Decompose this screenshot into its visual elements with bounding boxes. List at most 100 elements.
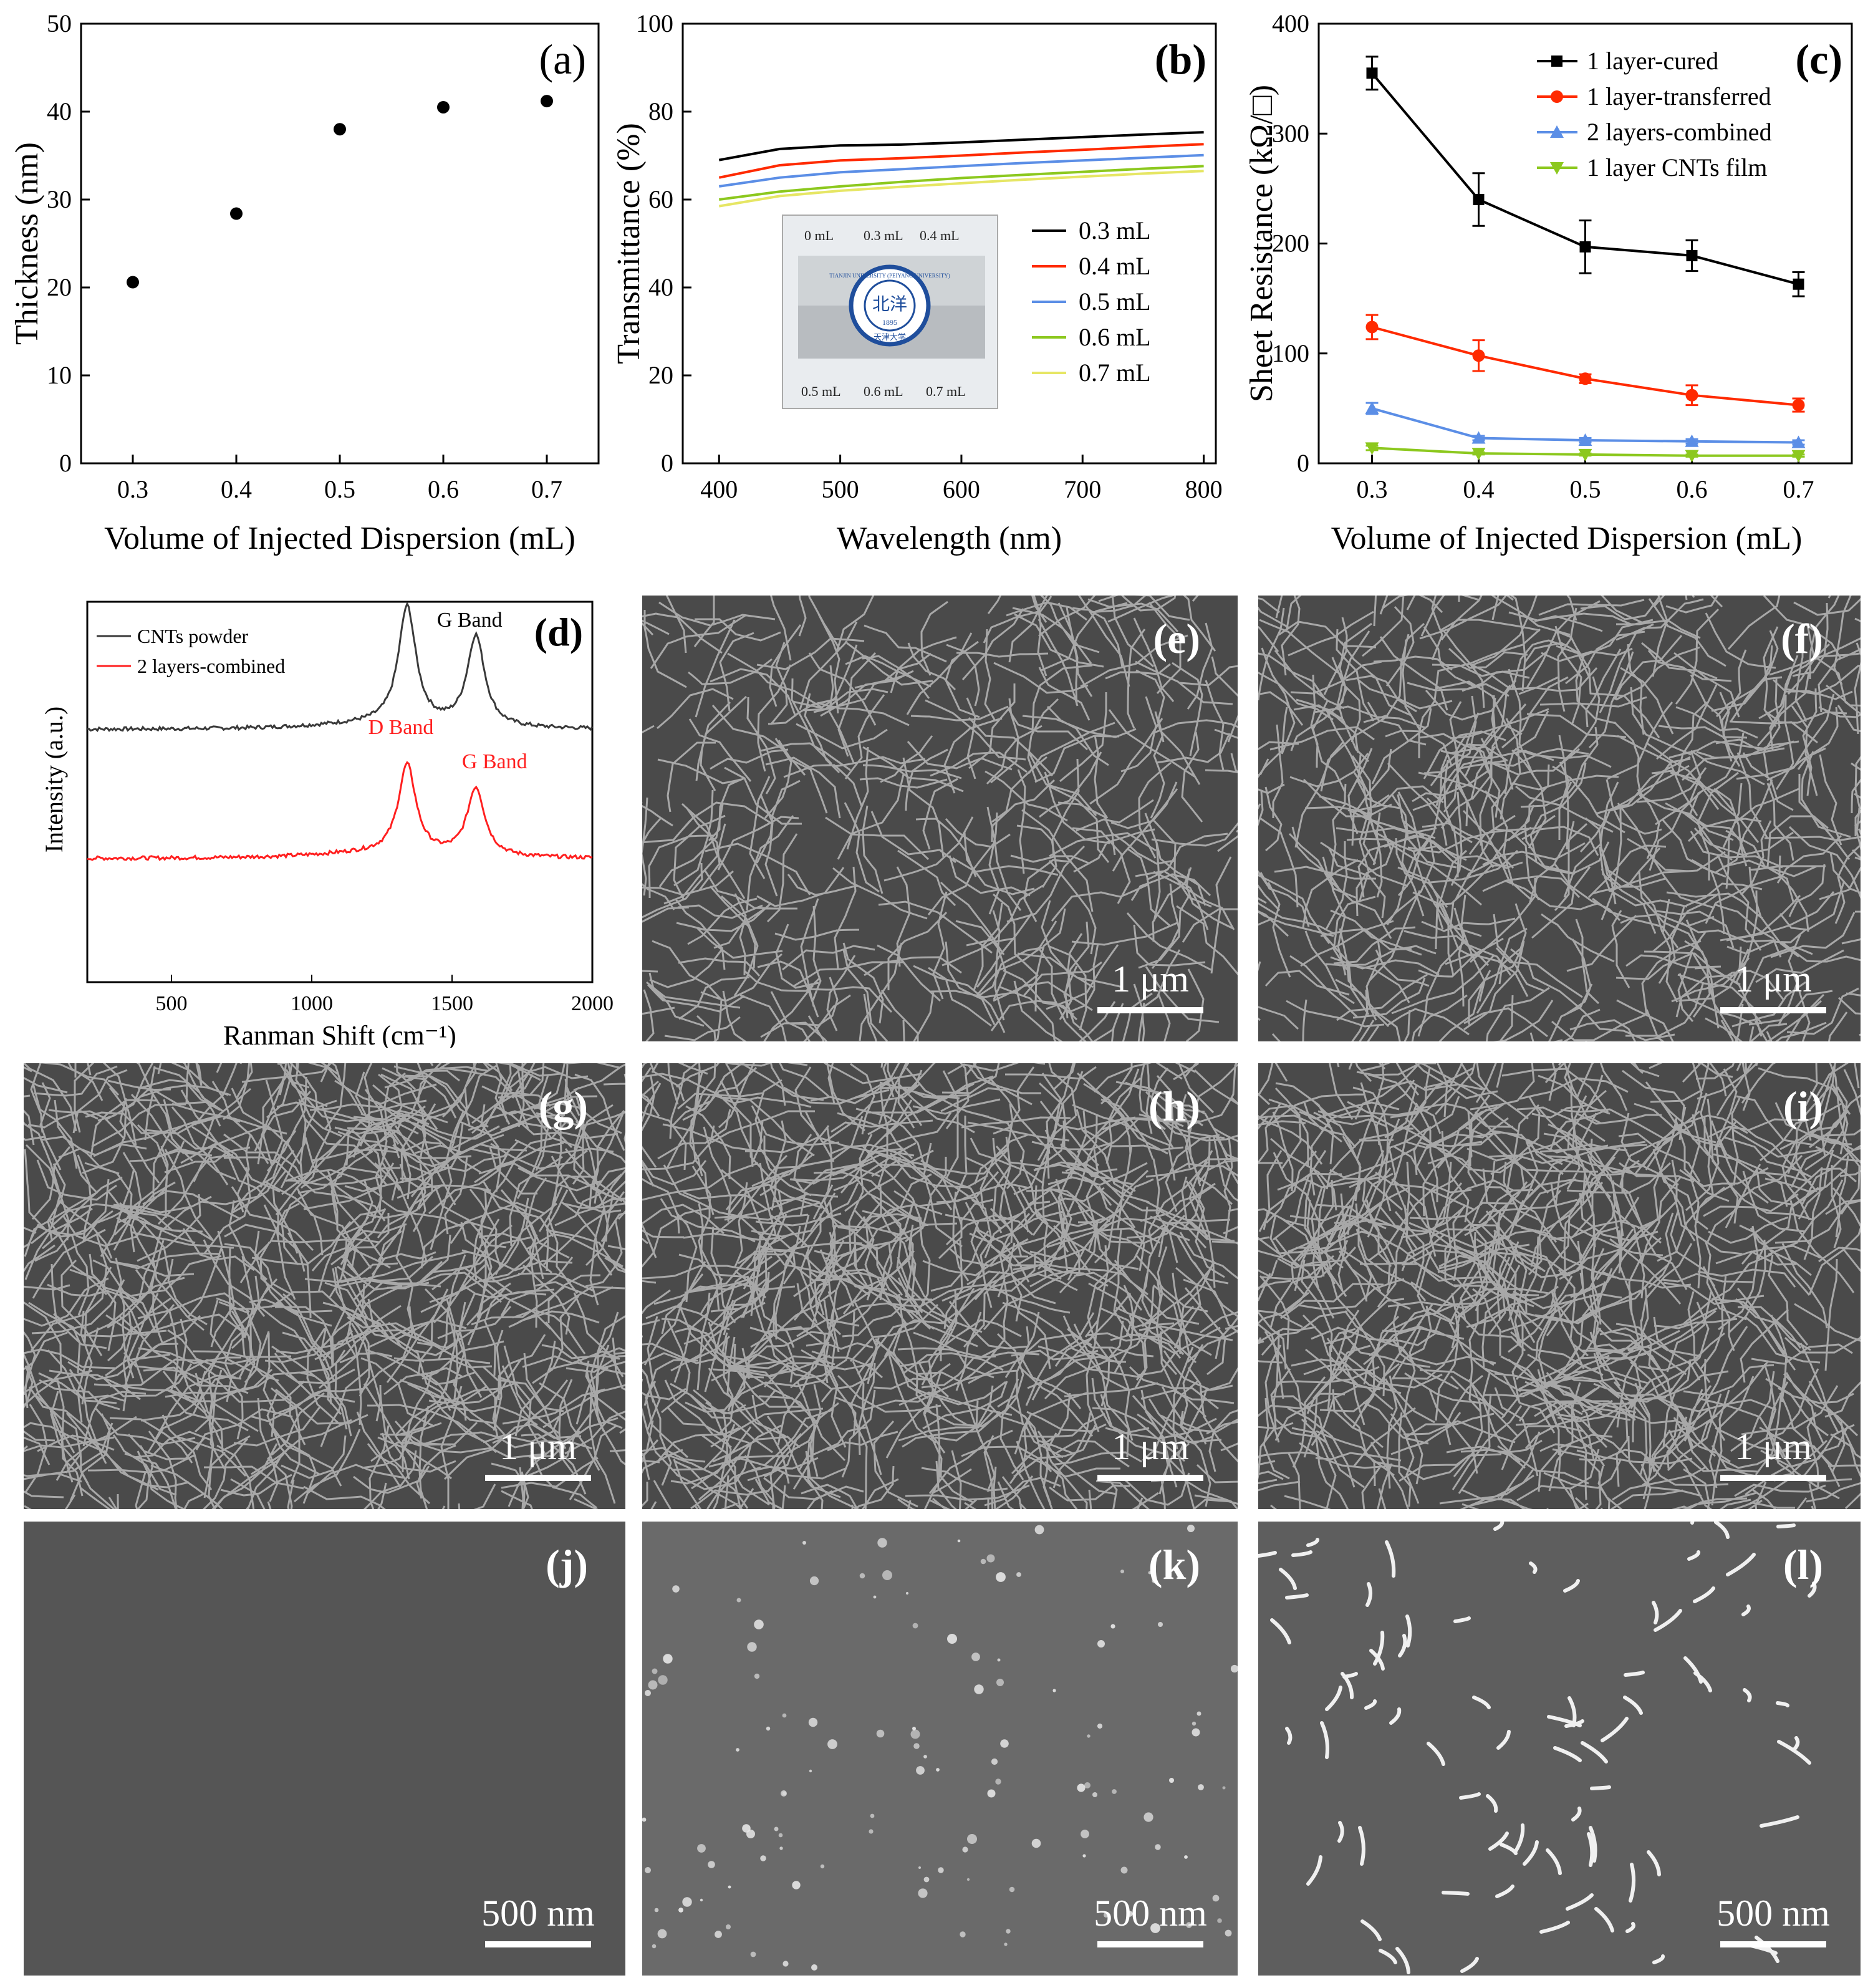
chart-d-ylabel: Intensity (a.u.): [40, 707, 68, 852]
sem-speck: [995, 1778, 1001, 1785]
chart-b-series-line: [718, 131, 1204, 162]
sem-speck: [923, 1755, 927, 1759]
chart-c-point: [1473, 194, 1485, 205]
chart-c-ytick-label: 400: [1272, 9, 1309, 37]
chart-b-ytick-label: 40: [648, 273, 673, 301]
sem-speck: [938, 1867, 944, 1873]
chart-a-xtick-label: 0.7: [531, 475, 562, 503]
chart-d-frame: [86, 601, 594, 983]
scale-bar: [1720, 1941, 1826, 1947]
chart-b-ytick-label: 0: [661, 449, 673, 477]
sem-speck: [1112, 1789, 1117, 1794]
chart-a-xtick-label: 0.6: [428, 475, 459, 503]
sem-speck: [1000, 1739, 1009, 1748]
sem-image-f: (f) 1 μm: [1258, 596, 1861, 1041]
inset-bottom-label-2: 0.6 mL: [864, 384, 903, 399]
sem-speck: [859, 1573, 865, 1579]
chart-a-panel-label: (a): [539, 36, 586, 83]
sem-speck: [1082, 1854, 1086, 1858]
sem-fiber-network: [642, 596, 1238, 1041]
sem-rods: [1258, 1522, 1817, 1974]
chart-b-xtick-label: 500: [822, 475, 859, 503]
sem-speck: [987, 1789, 996, 1798]
sem-panel-label: (i): [1783, 1083, 1823, 1130]
sem-image-l: (l) 500 nm: [1258, 1522, 1861, 1976]
sem-speck: [913, 1743, 920, 1749]
sem-panel-label: (l): [1783, 1541, 1823, 1588]
sem-speck: [766, 1726, 771, 1731]
chart-c-point: [1578, 448, 1592, 461]
sem-speck: [1198, 1784, 1204, 1790]
chart-d-band-annotation: G Band: [462, 750, 527, 773]
sem-image-g: (g) 1 μm: [24, 1063, 625, 1509]
chart-b-frame: [681, 22, 1217, 465]
sem-panel-label: (k): [1148, 1541, 1200, 1588]
sem-speck: [654, 1908, 659, 1913]
chart-b-series-line: [719, 165, 1204, 201]
sem-speck: [910, 1729, 920, 1739]
chart-a-ytick-label: 50: [47, 9, 72, 37]
chart-a-point: [230, 207, 243, 220]
sem-speck: [811, 1964, 817, 1971]
sem-speck: [774, 1826, 779, 1831]
sem-speck: [882, 1570, 892, 1580]
sem-speck: [1192, 1728, 1200, 1737]
sem-speck: [754, 1619, 764, 1629]
sem-speck: [1092, 1792, 1097, 1797]
sem-speck: [809, 1576, 819, 1586]
chart-c-point: [1791, 450, 1806, 463]
sem-speck: [697, 1844, 706, 1853]
scale-bar: [485, 1475, 591, 1481]
chart-a-ytick-label: 10: [47, 361, 72, 389]
chart-b-legend-label: 0.6 mL: [1079, 323, 1151, 351]
chart-c-xtick-label: 0.5: [1570, 475, 1601, 503]
sem-speck: [936, 1768, 940, 1772]
sem-speck: [1120, 1570, 1124, 1573]
sem-speck: [792, 1881, 801, 1889]
scale-bar: [1097, 1475, 1203, 1481]
chart-b-xtick-label: 600: [943, 475, 980, 503]
sem-speck: [808, 1717, 818, 1727]
chart-c-legend-label: 2 layers-combined: [1587, 118, 1772, 146]
scale-bar: [1720, 1475, 1826, 1481]
chart-d-legend-label: CNTs powder: [137, 625, 249, 647]
chart-c-series-line: [1371, 326, 1799, 407]
chart-b-legend-label: 0.7 mL: [1079, 359, 1151, 387]
scale-bar-label: 500 nm: [1717, 1893, 1830, 1934]
sem-fiber-network: [642, 1063, 1238, 1509]
inset-bottom-label-3: 0.7 mL: [926, 384, 966, 399]
sem-speck: [873, 1595, 877, 1599]
chart-c-ytick-label: 0: [1297, 449, 1309, 477]
scale-bar-label: 1 μm: [1735, 1426, 1812, 1467]
sem-speck: [715, 1931, 722, 1938]
chart-a-ytick-label: 20: [47, 273, 72, 301]
sem-speck: [1097, 1723, 1103, 1729]
chart-b-ytick-label: 60: [648, 185, 673, 213]
sem-image-i: (i) 1 μm: [1258, 1063, 1861, 1509]
sem-speck: [820, 1864, 825, 1869]
sem-speck: [1158, 1622, 1163, 1627]
chart-a-xtick-label: 0.5: [324, 475, 355, 503]
chart-c-point: [1685, 450, 1699, 463]
chart-c-point: [1472, 349, 1485, 362]
chart-d-xtick-label: 1500: [431, 992, 473, 1015]
sem-speck: [1197, 1711, 1201, 1716]
inset-top-label-3: 0.4 mL: [920, 228, 960, 243]
chart-a: 0.3 0.4 0.5 0.6 0.7 0 10 20 30 40 50 Volume of Inje…: [9, 9, 600, 556]
chart-c-point: [1471, 431, 1486, 444]
sem-speck: [997, 1658, 1001, 1662]
sem-speck: [876, 1729, 885, 1738]
scale-bar: [1720, 1007, 1826, 1013]
chart-c: 0.3 0.4 0.5 0.6 0.7 0 100 200 300 400 1 layer-cure…: [1244, 9, 1853, 556]
inset-top-label-1: 0 mL: [804, 228, 834, 243]
inset-bottom-label-1: 0.5 mL: [801, 384, 841, 399]
sem-speck: [1077, 1783, 1086, 1792]
sem-speck: [672, 1585, 680, 1593]
chart-c-ylabel: Sheet Resistance (kΩ/□): [1244, 85, 1279, 402]
chart-d-legend-label: 2 layers-combined: [137, 655, 285, 677]
chart-c-xtick-label: 0.4: [1463, 475, 1495, 503]
chart-b-ytick-label: 100: [636, 9, 673, 37]
chart-b-legend-label: 0.3 mL: [1079, 216, 1151, 244]
chart-b-panel-label: (b): [1155, 36, 1206, 83]
chart-a-point: [541, 95, 553, 108]
